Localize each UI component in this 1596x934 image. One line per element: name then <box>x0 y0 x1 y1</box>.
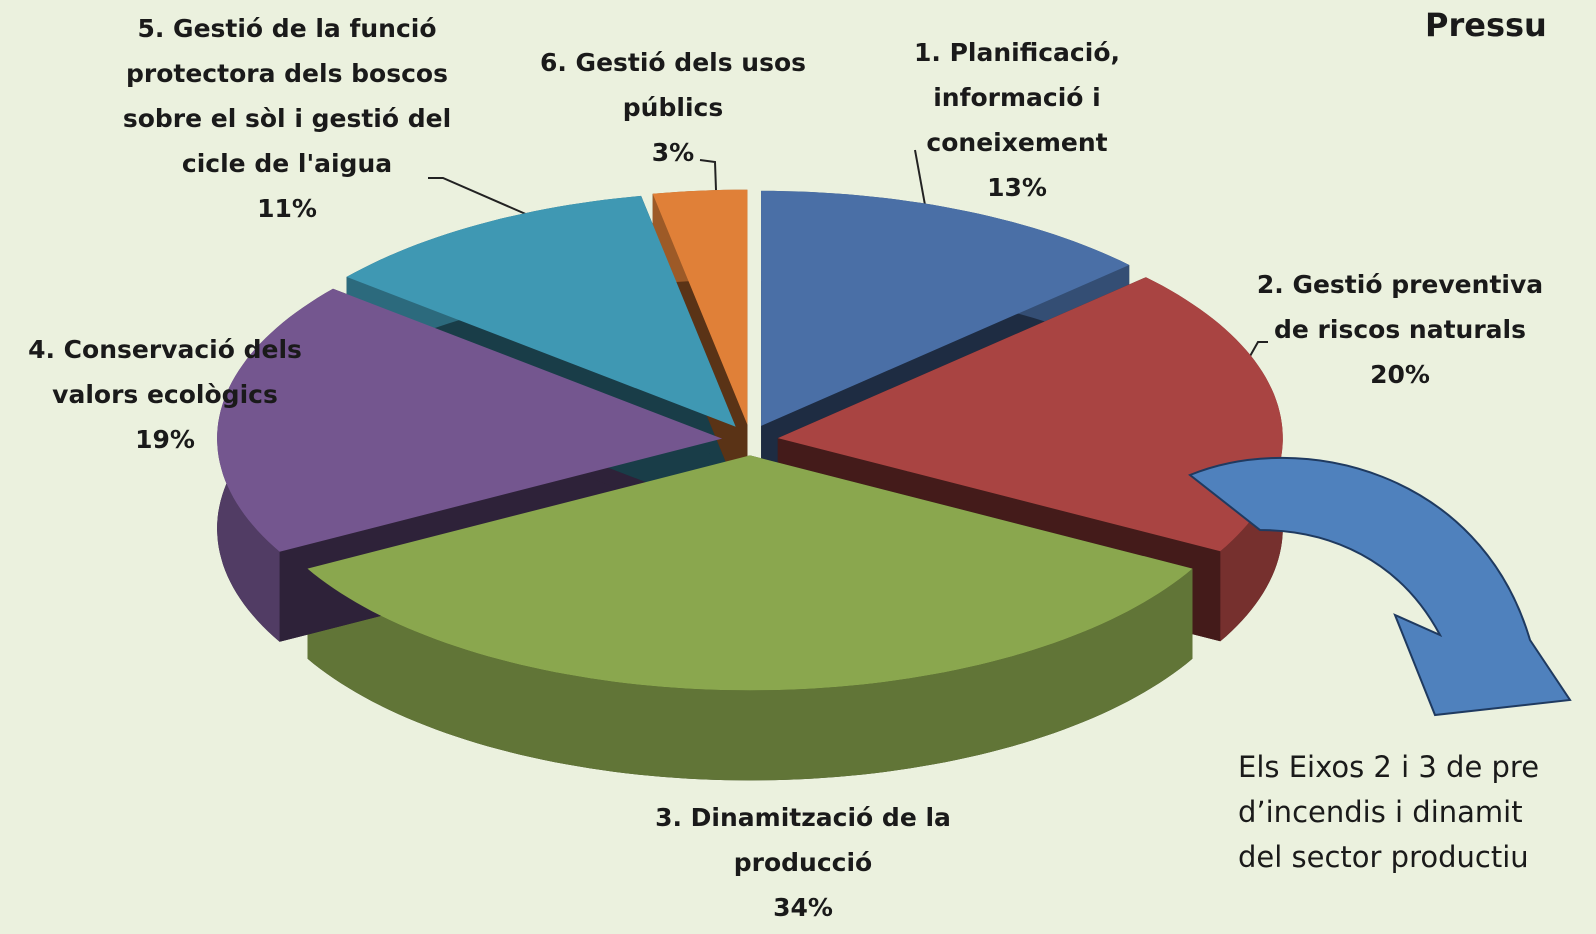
slice <box>777 277 1283 552</box>
category-label: 1. Planificació, informació i coneixemen… <box>913 38 1120 157</box>
slice-label: 4. Conservació dels valors ecològics 19% <box>5 327 325 462</box>
slice-label: 3. Dinamització de la producció 34% <box>643 795 963 930</box>
annotation-line: del sector productiu <box>1238 840 1529 874</box>
slice-label: 2. Gestió preventiva de riscos naturals 2… <box>1240 262 1560 397</box>
value-label: 34% <box>773 893 833 922</box>
value-label: 20% <box>1370 360 1430 389</box>
category-label: 6. Gestió dels usos públics <box>539 48 807 122</box>
slice-outer-wall <box>307 568 1193 781</box>
chart-title: Pressu <box>1425 6 1547 44</box>
annotation: Els Eixos 2 i 3 de pre d’incendis i dinam… <box>1238 745 1539 880</box>
category-label: 3. Dinamització de la producció <box>655 803 951 877</box>
slice-label: 6. Gestió dels usos públics 3% <box>523 40 823 175</box>
leader-line <box>914 149 926 206</box>
annotation-line: Els Eixos 2 i 3 de pre <box>1238 750 1540 784</box>
slice <box>217 288 723 552</box>
value-label: 3% <box>651 138 695 167</box>
slice <box>307 455 1193 691</box>
value-label: 11% <box>257 194 317 223</box>
category-label: 5. Gestió de la funció protectora dels b… <box>122 14 452 178</box>
leader-line <box>428 177 529 216</box>
slice <box>346 195 736 427</box>
category-label: 2. Gestió preventiva de riscos naturals <box>1256 270 1544 344</box>
slice-label: 5. Gestió de la funció protectora dels b… <box>122 6 452 231</box>
leader-line <box>699 159 717 191</box>
arrow <box>1188 457 1572 717</box>
annotation-line: d’incendis i dinamit <box>1238 795 1523 829</box>
value-label: 19% <box>135 425 195 454</box>
slice <box>761 190 1130 426</box>
pie <box>217 189 1283 781</box>
value-label: 13% <box>987 173 1047 202</box>
slice-label: 1. Planificació, informació i coneixemen… <box>897 30 1137 210</box>
category-label: 4. Conservació dels valors ecològics <box>28 335 302 409</box>
slice <box>652 189 748 425</box>
